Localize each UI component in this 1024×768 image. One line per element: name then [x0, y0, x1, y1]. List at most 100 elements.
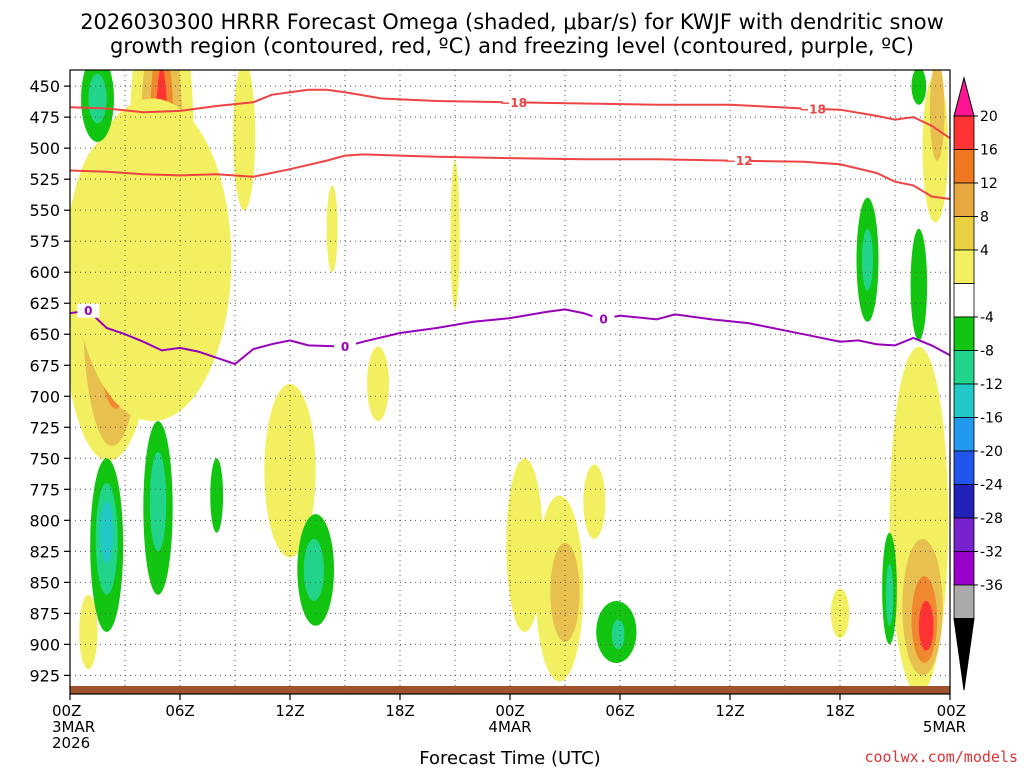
contour-label-bg-2-2: [592, 311, 615, 326]
colorbar-bottom-arrow: [953, 618, 975, 691]
contour-label-0-1: 0: [341, 340, 349, 354]
colorbar-segment-3: [953, 182, 975, 217]
contour-line--18: [70, 88, 950, 140]
positive-omega-cell-12: [367, 346, 389, 422]
contour-line-0: [70, 308, 950, 366]
x-tick-label-4-0: 00Z: [495, 702, 524, 720]
y-tick-label-925: 925: [29, 666, 60, 685]
colorbar-segment-14: [953, 551, 975, 586]
y-tick-label-850: 850: [29, 573, 60, 592]
negative-omega-cell-9: [303, 538, 324, 601]
x-tick-label-0-0: 00Z: [52, 702, 81, 720]
colorbar-top-arrow: [953, 76, 975, 117]
y-tick-label-800: 800: [29, 511, 60, 530]
contour-line--12: [70, 153, 950, 200]
chart-title-line-1: 2026030300 HRRR Forecast Omega (shaded, …: [80, 10, 944, 34]
y-tick-label-500: 500: [29, 139, 60, 158]
contour-label-bg-2-0: [77, 303, 100, 318]
y-tick-label-900: 900: [29, 635, 60, 654]
y-tick-label-475: 475: [29, 108, 60, 127]
colorbar-segment-12: [953, 484, 975, 519]
colorbar: 20 16 12 8 4 -4 -8 -12 -16 -20 -24 -28 -32 -36: [953, 76, 1003, 691]
positive-omega-cell-24: [929, 70, 945, 161]
negative-omega-cell-16: [885, 563, 894, 626]
colorbar-label-10: -24: [980, 478, 1003, 494]
positive-omega-cell-13: [450, 160, 460, 310]
y-tick-label-575: 575: [29, 232, 60, 251]
y-tick-label-625: 625: [29, 294, 60, 313]
contour-label-bg-2-1: [334, 339, 356, 354]
colorbar-segment-10: [953, 417, 975, 452]
y-tick-label-750: 750: [29, 449, 60, 468]
positive-omega-cell-9: [233, 70, 256, 211]
x-tick-label-2-0: 12Z: [275, 702, 304, 720]
contour-layer: −18 −18 −12 0 0 0: [70, 88, 950, 366]
colorbar-segment-4: [953, 216, 975, 251]
x-tick-label-6-0: 12Z: [715, 702, 744, 720]
colorbar-label-9: -20: [980, 444, 1003, 460]
y-tick-label-550: 550: [29, 201, 60, 220]
y-tick-label-525: 525: [29, 170, 60, 189]
y-tick-label-650: 650: [29, 325, 60, 344]
positive-omega-cell-25: [79, 594, 98, 670]
colorbar-segment-5: [953, 249, 975, 284]
colorbar-segment-2: [953, 149, 975, 184]
positive-omega-cell-16: [550, 542, 580, 642]
x-tick-label-7-0: 18Z: [825, 702, 854, 720]
positive-omega-cell-11: [326, 185, 338, 273]
y-tick-label-675: 675: [29, 356, 60, 375]
y-tick-label-875: 875: [29, 604, 60, 623]
y-tick-label-450: 450: [29, 77, 60, 96]
x-tick-label-0-1: 3MAR: [52, 718, 95, 736]
colorbar-segment-7: [953, 316, 975, 351]
x-tick-label-8-1: 5MAR: [923, 718, 966, 736]
colorbar-label-2: 12: [980, 176, 998, 192]
contour-label-bg-1-0: [728, 153, 751, 168]
colorbar-label-5: -4: [980, 310, 994, 326]
x-axis-title: Forecast Time (UTC): [419, 748, 600, 768]
positive-omega-cell-17: [583, 464, 606, 539]
colorbar-segment-8: [953, 350, 975, 385]
colorbar-label-11: -28: [980, 511, 1003, 527]
chart-title-line-2: growth region (contoured, red, ºC) and f…: [110, 34, 914, 58]
colorbar-label-3: 8: [980, 210, 989, 226]
y-tick-label-725: 725: [29, 418, 60, 437]
negative-omega-cell-1: [88, 73, 107, 124]
negative-omega-cell-14: [910, 228, 928, 341]
contour-label--18-0: −18: [500, 96, 527, 110]
positive-omega-cell-8: [73, 98, 232, 422]
contour-label--12-0: −12: [726, 154, 753, 168]
y-tick-label-825: 825: [29, 542, 60, 561]
contour-clip-group: [70, 88, 950, 366]
contour-label-0-2: 0: [599, 312, 607, 326]
colorbar-label-7: -12: [980, 377, 1003, 393]
x-tick-label-4-1: 4MAR: [488, 718, 531, 736]
negative-omega-cell-11: [611, 619, 625, 650]
colorbar-segment-15: [953, 584, 975, 619]
y-tick-label-775: 775: [29, 480, 60, 499]
x-tick-label-3-0: 18Z: [385, 702, 414, 720]
colorbar-label-13: -36: [980, 578, 1003, 594]
y-tick-label-600: 600: [29, 263, 60, 282]
contour-label-0-0: 0: [84, 304, 92, 318]
x-tick-label-8-0: 00Z: [937, 702, 966, 720]
colorbar-label-12: -32: [980, 545, 1003, 561]
contour-label-bg-0-1: [801, 101, 824, 116]
colorbar-segment-13: [953, 517, 975, 552]
x-tick-label-1-0: 06Z: [165, 702, 194, 720]
colorbar-segment-9: [953, 383, 975, 418]
positive-omega-cell-22: [918, 600, 934, 651]
contour-label-bg-0-0: [502, 95, 525, 110]
negative-omega-cell-6: [149, 452, 167, 552]
colorbar-segment-6: [953, 283, 975, 318]
x-tick-label-0-2: 2026: [52, 734, 90, 752]
colorbar-label-1: 16: [980, 143, 998, 159]
colorbar-segment-11: [953, 450, 975, 485]
axis-layer: 450 475 500 525 550 575 600 625 650 675 700 725 750 7…: [29, 69, 966, 752]
x-tick-label-5-0: 06Z: [605, 702, 634, 720]
colorbar-label-6: -8: [980, 344, 994, 360]
colorbar-label-0: 20: [980, 109, 998, 125]
negative-omega-cell-13: [862, 228, 873, 291]
colorbar-label-8: -16: [980, 411, 1003, 427]
